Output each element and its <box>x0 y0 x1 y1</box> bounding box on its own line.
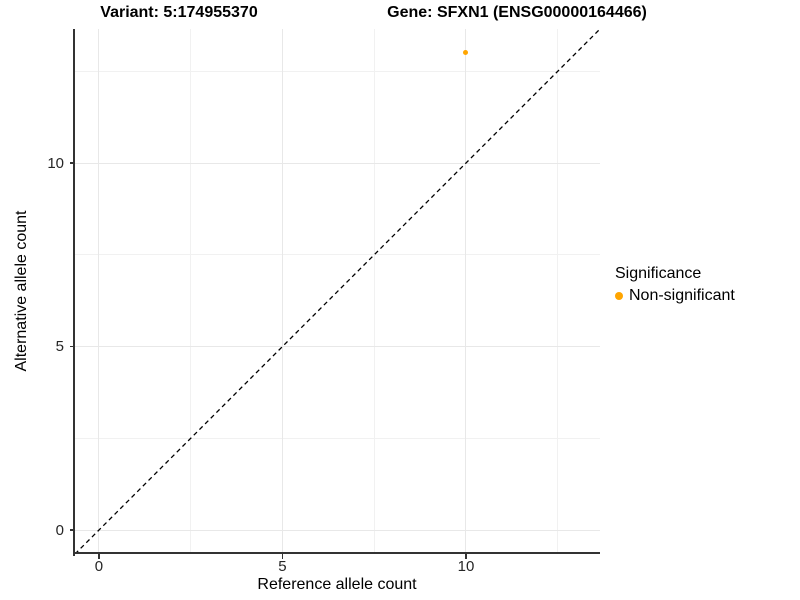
x-tick <box>281 554 284 559</box>
identity-dashed-line <box>75 29 600 554</box>
x-axis-title: Reference allele count <box>257 576 417 593</box>
y-axis-line <box>73 29 75 556</box>
legend-item-label: Non-significant <box>629 287 735 304</box>
gridline-y-major <box>75 346 600 348</box>
x-tick <box>98 554 100 559</box>
gridline-x-major <box>98 29 100 554</box>
gridline-x-major <box>281 29 283 554</box>
y-tick-label: 0 <box>55 521 64 539</box>
gridline-x-minor <box>190 29 192 554</box>
legend: Significance Non-significant <box>615 264 800 305</box>
y-tick-label: 5 <box>55 338 64 356</box>
x-tick <box>465 554 467 559</box>
x-tick-label: 0 <box>94 558 104 575</box>
y-tick <box>70 529 75 531</box>
data-point <box>463 50 469 56</box>
gridline-y-major <box>75 162 600 164</box>
x-tick-label: 5 <box>278 558 287 575</box>
gridline-y-major <box>75 529 600 531</box>
x-tick-label: 10 <box>457 558 475 575</box>
gridline-x-minor <box>373 29 375 554</box>
gridline-y-minor <box>75 70 600 72</box>
legend-items: Non-significant <box>615 286 800 305</box>
gridline-y-minor <box>75 254 600 256</box>
y-axis-title: Alternative allele count <box>13 210 30 372</box>
gridline-x-minor <box>557 29 559 554</box>
gene-title: Gene: SFXN1 (ENSG00000164466) <box>387 4 647 21</box>
legend-item: Non-significant <box>615 286 800 305</box>
variant-title: Variant: 5:174955370 <box>100 4 258 21</box>
gridline-x-major <box>465 29 467 554</box>
x-axis-line <box>73 552 600 554</box>
y-tick <box>70 345 75 348</box>
y-tick <box>70 162 75 164</box>
plot-panel <box>75 29 600 554</box>
legend-title: Significance <box>615 265 702 282</box>
legend-point-icon <box>615 291 623 300</box>
gridline-y-minor <box>75 437 600 439</box>
y-tick-label: 10 <box>47 154 64 172</box>
